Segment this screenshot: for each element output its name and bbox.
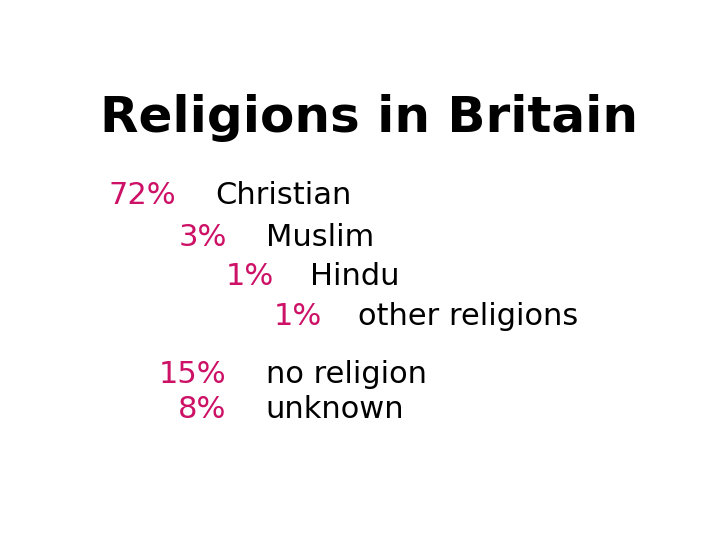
Text: Muslim: Muslim (266, 223, 374, 252)
Text: Christian: Christian (215, 181, 352, 210)
Text: unknown: unknown (266, 395, 405, 424)
Text: no religion: no religion (266, 360, 427, 389)
Text: 1%: 1% (226, 262, 274, 292)
Text: 8%: 8% (179, 395, 227, 424)
Text: other religions: other religions (358, 302, 578, 331)
Text: Religions in Britain: Religions in Britain (100, 94, 638, 142)
Text: 15%: 15% (159, 360, 227, 389)
Text: 72%: 72% (109, 181, 176, 210)
Text: Hindu: Hindu (310, 262, 400, 292)
Text: 1%: 1% (274, 302, 322, 331)
Text: 3%: 3% (179, 223, 227, 252)
